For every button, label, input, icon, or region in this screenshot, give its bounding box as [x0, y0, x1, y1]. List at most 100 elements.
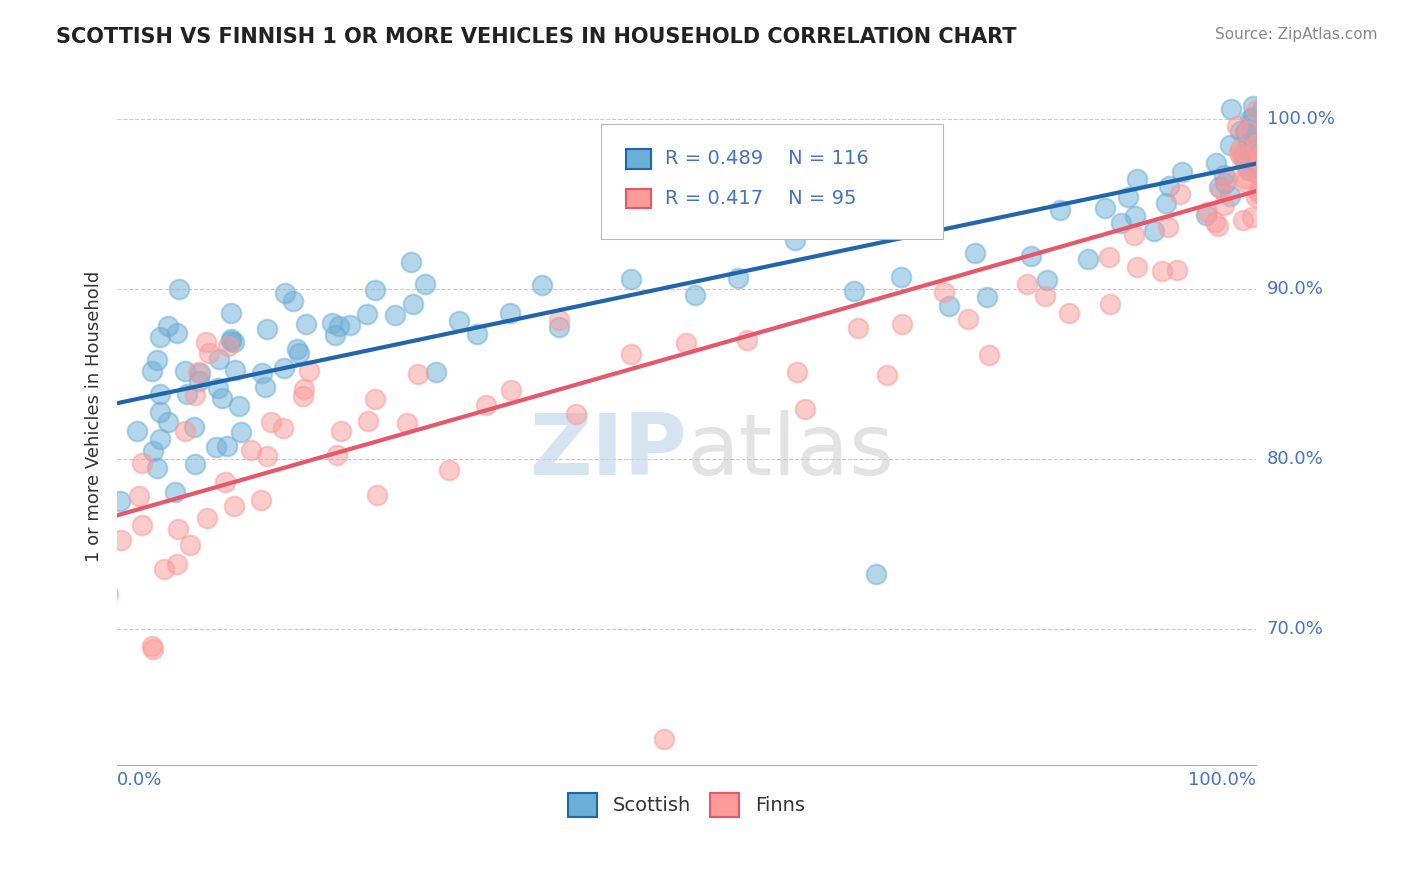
- Point: [1257, 166, 1279, 180]
- Point: [1157, 220, 1180, 235]
- Point: [260, 415, 283, 429]
- Point: [437, 463, 460, 477]
- Point: [149, 433, 172, 447]
- Point: [402, 297, 425, 311]
- Point: [366, 488, 388, 502]
- Point: [219, 306, 242, 320]
- Point: [1260, 160, 1282, 174]
- Point: [1257, 126, 1279, 140]
- Point: [288, 346, 311, 360]
- Point: [1265, 113, 1288, 128]
- Point: [1250, 157, 1272, 171]
- Point: [149, 387, 172, 401]
- Point: [271, 421, 294, 435]
- Point: [188, 367, 211, 381]
- Point: [1143, 223, 1166, 237]
- Point: [1237, 136, 1260, 151]
- Point: [1237, 162, 1260, 177]
- Point: [652, 732, 675, 747]
- Point: [865, 566, 887, 581]
- Text: atlas: atlas: [686, 409, 894, 492]
- Point: [256, 449, 278, 463]
- Point: [169, 282, 191, 296]
- Point: [1234, 125, 1257, 139]
- Point: [188, 374, 211, 388]
- Point: [1250, 153, 1272, 167]
- Point: [1226, 119, 1249, 133]
- Point: [184, 388, 207, 402]
- Point: [1059, 306, 1081, 320]
- Point: [1251, 154, 1274, 169]
- Point: [156, 416, 179, 430]
- Point: [1216, 172, 1239, 186]
- Point: [142, 641, 165, 656]
- Point: [229, 425, 252, 439]
- Point: [384, 308, 406, 322]
- Point: [145, 352, 167, 367]
- Point: [1170, 186, 1192, 201]
- Point: [1229, 124, 1251, 138]
- Point: [475, 398, 498, 412]
- Point: [166, 326, 188, 340]
- Point: [449, 314, 471, 328]
- Point: [1239, 112, 1261, 127]
- Point: [1244, 138, 1267, 153]
- Point: [1077, 252, 1099, 266]
- Point: [153, 562, 176, 576]
- Point: [219, 334, 242, 348]
- Point: [253, 380, 276, 394]
- Point: [395, 417, 418, 431]
- Point: [274, 285, 297, 300]
- Point: [1232, 212, 1254, 227]
- Point: [735, 333, 758, 347]
- Point: [364, 392, 387, 406]
- Point: [256, 322, 278, 336]
- Point: [413, 277, 436, 291]
- Point: [499, 306, 522, 320]
- Point: [564, 407, 586, 421]
- Y-axis label: 1 or more Vehicles in Household: 1 or more Vehicles in Household: [86, 271, 103, 562]
- Point: [163, 485, 186, 500]
- Point: [222, 334, 245, 349]
- Text: 80.0%: 80.0%: [1267, 450, 1323, 468]
- Point: [1260, 152, 1282, 166]
- Point: [146, 460, 169, 475]
- Point: [356, 307, 378, 321]
- Point: [1253, 100, 1275, 114]
- Point: [1017, 277, 1039, 292]
- FancyBboxPatch shape: [600, 124, 942, 239]
- Point: [1253, 128, 1275, 142]
- Point: [1126, 260, 1149, 275]
- Point: [1166, 263, 1188, 277]
- Point: [176, 386, 198, 401]
- Point: [295, 317, 318, 331]
- Point: [785, 233, 807, 247]
- Point: [1241, 161, 1264, 175]
- Text: R = 0.417    N = 95: R = 0.417 N = 95: [665, 189, 856, 208]
- Point: [1247, 168, 1270, 182]
- Point: [110, 533, 132, 547]
- Point: [217, 339, 239, 353]
- Point: [183, 420, 205, 434]
- Point: [1247, 184, 1270, 198]
- Point: [976, 290, 998, 304]
- Point: [1098, 250, 1121, 264]
- Point: [1049, 203, 1071, 218]
- Point: [1254, 141, 1277, 155]
- Point: [228, 400, 250, 414]
- Point: [1233, 171, 1256, 186]
- Point: [1195, 204, 1218, 219]
- Point: [1243, 139, 1265, 153]
- Point: [685, 288, 707, 302]
- Point: [1205, 156, 1227, 170]
- Point: [1035, 273, 1057, 287]
- Point: [323, 328, 346, 343]
- Point: [1246, 168, 1268, 182]
- Point: [1212, 198, 1234, 212]
- Point: [291, 389, 314, 403]
- Point: [211, 391, 233, 405]
- Point: [166, 557, 188, 571]
- Point: [1152, 263, 1174, 277]
- Point: [1219, 188, 1241, 202]
- Point: [1244, 190, 1267, 204]
